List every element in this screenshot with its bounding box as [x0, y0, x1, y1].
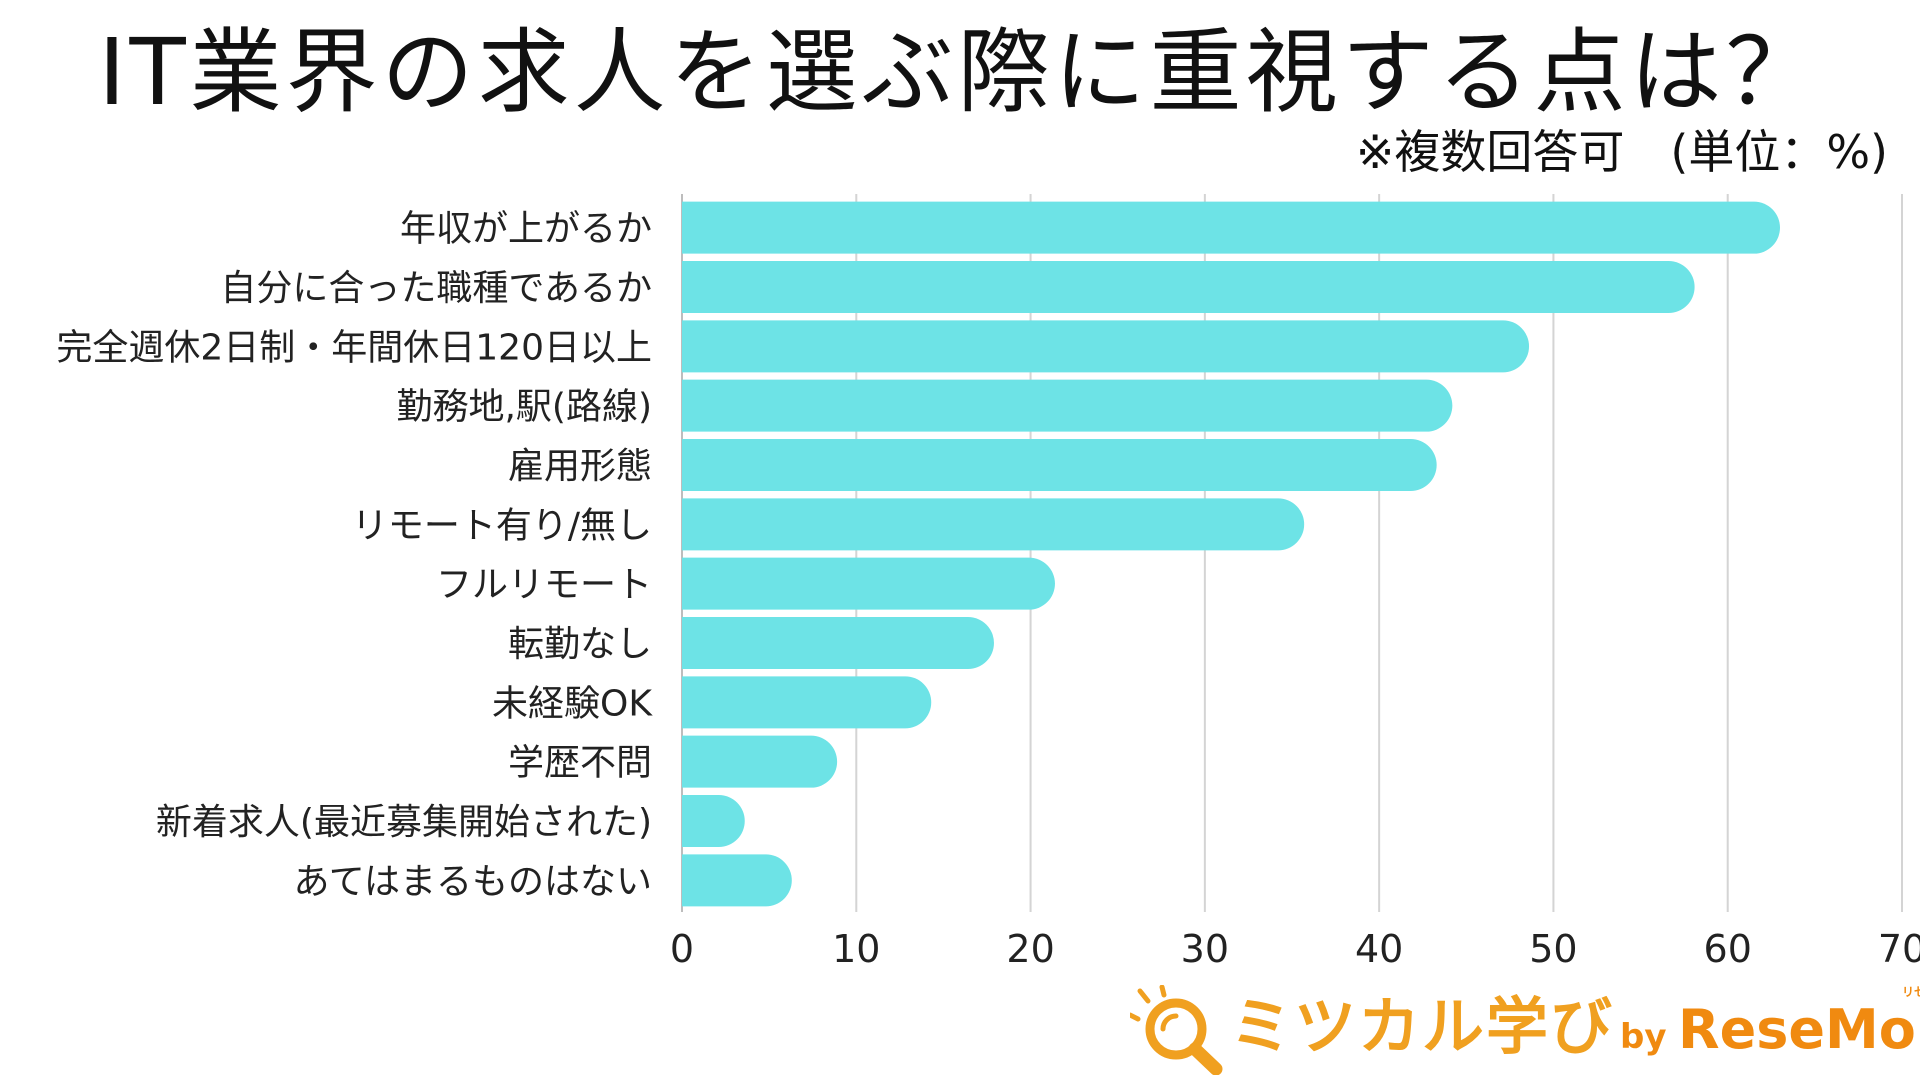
- category-label: 転勤なし: [508, 624, 652, 665]
- category-label: フルリモート: [436, 565, 652, 606]
- logo-by: by: [1620, 1017, 1667, 1057]
- category-label: 自分に合った職種であるか: [220, 268, 652, 309]
- category-label: 新着求人(最近募集開始された): [156, 802, 652, 843]
- x-tick-label: 20: [1006, 927, 1054, 971]
- bar: [682, 735, 838, 788]
- bars: [682, 201, 1780, 907]
- x-tick-label: 30: [1181, 927, 1229, 971]
- bar: [682, 795, 745, 847]
- bar: [682, 854, 792, 907]
- chart-title: IT業界の求人を選ぶ際に重視する点は？: [98, 19, 1822, 126]
- bar: [682, 439, 1437, 491]
- magnifier-icon: [1130, 985, 1223, 1075]
- category-label: あてはまるものはない: [293, 861, 652, 902]
- bar: [682, 617, 994, 669]
- chart-subtitle: ※複数回答可 (単位：%): [1355, 125, 1888, 179]
- category-label: 雇用形態: [508, 446, 652, 487]
- category-label: 勤務地,駅(路線): [396, 387, 652, 428]
- category-labels: 年収が上がるか自分に合った職種であるか完全週休2日制・年間休日120日以上勤務地…: [56, 209, 653, 903]
- logo-text: ミツカル学び: [1230, 990, 1615, 1063]
- bar: [682, 557, 1055, 610]
- brand-logo: ミツカル学び by ReseMom リセマム: [1130, 985, 1920, 1075]
- bar: [682, 320, 1530, 373]
- x-tick-label: 50: [1529, 927, 1577, 971]
- category-label: 未経験OK: [492, 683, 653, 724]
- bar: [682, 498, 1305, 551]
- bar: [682, 261, 1695, 313]
- logo-brand: ReseMom: [1678, 998, 1920, 1061]
- category-label: 学歴不問: [508, 743, 652, 784]
- x-tick-label: 60: [1704, 927, 1752, 971]
- x-tick-label: 70: [1878, 927, 1920, 971]
- logo-ruby: リセマム: [1902, 985, 1920, 999]
- x-tick-labels: 0 10 20 30 40 50 60 70: [670, 927, 1920, 971]
- x-tick-label: 0: [670, 927, 694, 971]
- category-label: 完全週休2日制・年間休日120日以上: [56, 327, 652, 368]
- grid-lines: [681, 194, 1903, 912]
- x-tick-label: 40: [1355, 927, 1403, 971]
- bar: [682, 379, 1453, 432]
- x-tick-label: 10: [832, 927, 880, 971]
- category-label: リモート有り/無し: [352, 505, 652, 546]
- bar: [682, 676, 932, 729]
- bar: [682, 201, 1780, 254]
- category-label: 年収が上がるか: [400, 209, 652, 250]
